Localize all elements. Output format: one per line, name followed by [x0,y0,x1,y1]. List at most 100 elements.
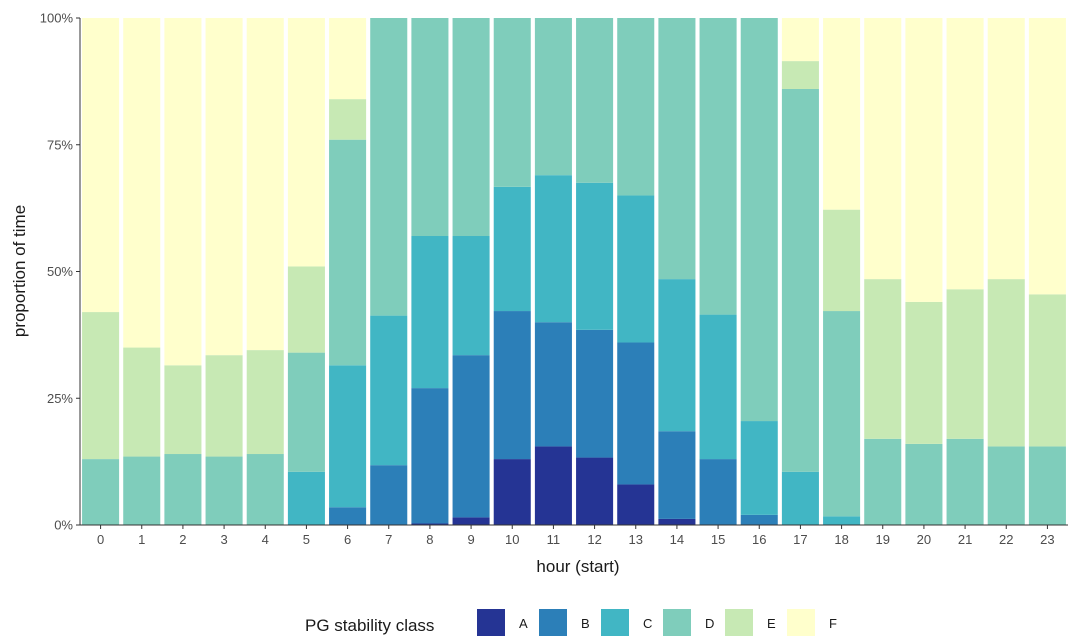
bar-segment-b-hour-11 [534,322,572,447]
bar-segment-e-hour-0 [82,312,120,460]
bar-segment-d-hour-6 [329,139,367,366]
x-tick-label: 21 [958,532,972,547]
y-axis: 0% 25% 50% 75% 100% [40,11,81,533]
y-tick-label: 100% [40,11,74,26]
bar-segment-c-hour-8 [411,236,449,389]
bar-segment-b-hour-9 [452,355,490,518]
y-tick-label: 25% [47,391,73,406]
bar-segment-f-hour-23 [1028,18,1066,295]
bar-segment-b-hour-7 [370,465,408,525]
bar-segment-f-hour-22 [987,18,1025,280]
x-tick-label: 2 [179,532,186,547]
bar-segment-e-hour-18 [823,209,861,312]
bar-segment-d-hour-0 [82,459,120,525]
bar-segment-b-hour-10 [493,311,531,460]
bar-segment-d-hour-21 [946,438,984,525]
bar-segment-f-hour-17 [781,18,819,62]
bar-segment-b-hour-8 [411,388,449,524]
bar-segment-c-hour-16 [740,421,778,515]
bar-segment-d-hour-7 [370,18,408,316]
bar-segment-f-hour-18 [823,18,861,210]
bar-segment-f-hour-6 [329,18,367,100]
x-tick-label: 6 [344,532,351,547]
legend-label-b: B [581,616,590,631]
bar-segment-f-hour-4 [246,18,284,351]
bar-segment-d-hour-22 [987,446,1025,525]
legend-label-c: C [643,616,652,631]
bar-segment-f-hour-2 [164,18,202,366]
x-tick-label: 19 [876,532,890,547]
x-tick-label: 18 [834,532,848,547]
bar-segment-d-hour-5 [287,352,325,472]
bar-segment-d-hour-16 [740,18,778,422]
bar-segment-e-hour-5 [287,266,325,353]
x-tick-label: 11 [547,532,561,547]
legend-label-e: E [767,616,776,631]
bar-segment-c-hour-5 [287,471,325,525]
bar-segment-d-hour-8 [411,18,449,237]
bar-segment-e-hour-3 [205,355,243,457]
x-tick-label: 15 [711,532,725,547]
bar-segment-c-hour-7 [370,315,408,466]
bar-segment-b-hour-13 [617,342,655,485]
legend-swatch-f [787,609,815,636]
bar-segment-e-hour-23 [1028,294,1066,447]
x-axis-title: hour (start) [536,557,619,576]
legend-swatch-e [725,609,753,636]
bar-segment-e-hour-21 [946,289,984,439]
bar-segment-d-hour-20 [905,443,943,525]
bar-segment-d-hour-10 [493,18,531,187]
bars-group [82,18,1066,525]
bar-segment-b-hour-16 [740,514,778,525]
bar-segment-e-hour-6 [329,99,367,140]
bar-segment-c-hour-12 [576,182,614,330]
legend: PG stability class A B C D E F [305,609,837,636]
bar-segment-f-hour-1 [123,18,161,348]
legend-swatch-d [663,609,691,636]
bar-segment-d-hour-3 [205,456,243,525]
legend-swatch-a [477,609,505,636]
bar-segment-a-hour-9 [452,517,490,525]
bar-segment-e-hour-20 [905,301,943,444]
bar-segment-c-hour-6 [329,365,367,508]
bar-segment-f-hour-5 [287,18,325,267]
bar-segment-a-hour-13 [617,484,655,525]
bar-segment-d-hour-9 [452,18,490,237]
bar-segment-b-hour-15 [699,459,737,525]
bar-segment-a-hour-8 [411,523,449,525]
x-tick-label: 23 [1040,532,1054,547]
bar-segment-a-hour-12 [576,457,614,525]
bar-segment-b-hour-12 [576,329,614,458]
bar-segment-c-hour-17 [781,471,819,525]
x-tick-label: 1 [138,532,145,547]
x-tick-label: 22 [999,532,1013,547]
bar-segment-d-hour-14 [658,18,696,280]
bar-segment-e-hour-22 [987,279,1025,447]
bar-segment-f-hour-3 [205,18,243,356]
legend-label-d: D [705,616,714,631]
bar-segment-d-hour-15 [699,18,737,315]
legend-swatch-b [539,609,567,636]
x-tick-label: 12 [587,532,601,547]
x-tick-label: 20 [917,532,931,547]
bar-segment-c-hour-13 [617,195,655,343]
x-tick-label: 9 [467,532,474,547]
bar-segment-d-hour-18 [823,311,861,517]
x-tick-label: 17 [793,532,807,547]
bar-segment-e-hour-19 [864,279,902,439]
bar-segment-b-hour-14 [658,431,696,519]
x-tick-label: 16 [752,532,766,547]
bar-segment-f-hour-19 [864,18,902,280]
x-tick-label: 10 [505,532,519,547]
x-tick-label: 14 [670,532,684,547]
bar-segment-d-hour-19 [864,438,902,525]
bar-segment-e-hour-1 [123,347,161,457]
x-tick-label: 0 [97,532,104,547]
bar-segment-d-hour-4 [246,454,284,525]
bar-segment-e-hour-2 [164,365,202,455]
y-axis-title: proportion of time [10,205,29,337]
x-tick-label: 8 [426,532,433,547]
bar-segment-d-hour-12 [576,18,614,183]
bar-segment-a-hour-10 [493,459,531,525]
bar-segment-c-hour-10 [493,186,531,312]
